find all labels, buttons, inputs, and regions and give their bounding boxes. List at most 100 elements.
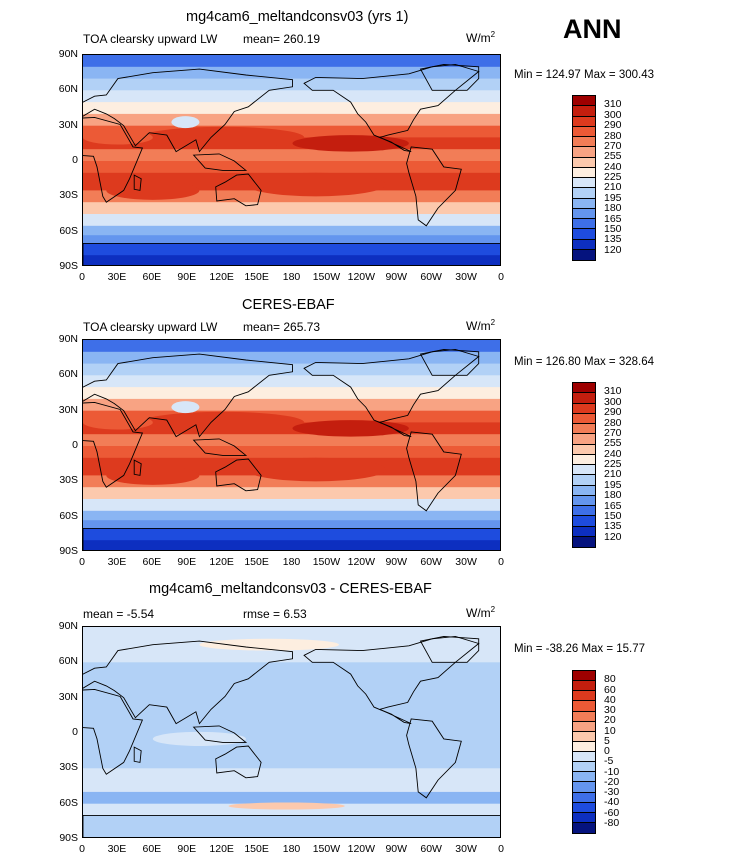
colorbar-swatch <box>573 495 595 506</box>
colorbar-swatch <box>573 772 595 783</box>
colorbar-swatch <box>573 219 595 230</box>
colorbar-swatch <box>573 126 595 137</box>
colorbar-level: -5 <box>604 755 614 768</box>
variable-label: TOA clearsky upward LW <box>83 320 218 334</box>
colorbar-swatch <box>573 167 595 178</box>
colorbar-level: 195 <box>604 191 622 204</box>
colorbar-swatch <box>573 198 595 209</box>
contour-band <box>83 149 500 162</box>
colorbar-swatch <box>573 239 595 250</box>
coastline <box>83 116 144 203</box>
lat-tick-label: 90S <box>59 260 78 272</box>
lon-tick-label: 90W <box>385 271 408 283</box>
contour-band <box>83 214 500 227</box>
lon-tick-label: 60W <box>420 556 442 568</box>
lat-tick-label: 0 <box>72 154 78 166</box>
lat-tick-label: 60N <box>58 655 78 668</box>
colorbar-swatch <box>573 157 595 168</box>
colorbar-level: 270 <box>604 139 622 152</box>
contour-band <box>83 446 500 459</box>
lon-tick-label: 150W <box>312 843 341 855</box>
colorbar-swatch <box>573 403 595 414</box>
coastline <box>133 459 142 476</box>
lat-tick-label: 90N <box>58 48 78 60</box>
lon-tick-label: 0 <box>498 843 504 855</box>
colorbar-level: 120 <box>604 243 622 256</box>
lon-tick-label: 60E <box>142 556 162 568</box>
contour-band <box>83 398 500 412</box>
colorbar-swatch <box>573 188 595 199</box>
colorbar-level: 280 <box>604 129 622 142</box>
contour-band <box>83 102 500 115</box>
colorbar-level: 10 <box>604 724 616 737</box>
colorbar-level: 120 <box>604 530 622 543</box>
coastline <box>215 458 262 492</box>
lon-tick-label: 60W <box>420 843 442 855</box>
colorbar-swatch <box>573 506 595 517</box>
min-max-label: Min = 124.97 Max = 300.43 <box>514 69 655 81</box>
colorbar-level: 225 <box>604 458 622 470</box>
contour-patch <box>83 130 153 145</box>
colorbar-swatch <box>573 147 595 158</box>
colorbar-level: -10 <box>604 765 620 778</box>
coastline <box>192 725 248 743</box>
map-obs <box>82 339 501 551</box>
contour-band <box>83 540 500 550</box>
colorbar <box>572 95 596 261</box>
contour-band <box>83 113 500 127</box>
contour-band <box>83 363 500 376</box>
colorbar-swatch <box>573 413 595 424</box>
coastline <box>83 353 293 438</box>
coastline <box>419 63 480 91</box>
panel-title: mg4cam6_meltandconsv03 - CERES-EBAF <box>149 581 432 597</box>
contour-band <box>83 351 500 365</box>
lon-tick-label: 150E <box>244 556 269 568</box>
lon-tick-label: 30W <box>455 843 477 855</box>
colorbar-level: 135 <box>604 520 622 533</box>
lat-tick-label: 30N <box>58 118 78 131</box>
lat-tick-label: 30S <box>59 474 78 487</box>
colorbar-swatch <box>573 106 595 117</box>
contour-patch <box>171 116 200 129</box>
contour-patch <box>141 411 305 434</box>
colorbar-swatch <box>573 802 595 813</box>
colorbar-level: 150 <box>604 509 622 522</box>
contour-band <box>83 499 500 512</box>
colorbar <box>572 382 596 548</box>
contour-band <box>83 662 500 699</box>
contour-band <box>83 791 500 805</box>
lon-tick-label: 30E <box>107 271 127 283</box>
lat-tick-label: 90N <box>58 620 78 632</box>
map-field <box>83 340 500 550</box>
min-max-label: Min = 126.80 Max = 328.64 <box>514 356 655 368</box>
contour-band <box>83 387 500 400</box>
lon-tick-label: 60E <box>142 271 162 283</box>
lon-tick-label: 0 <box>498 556 504 568</box>
lat-tick-label: 0 <box>72 726 78 738</box>
mean-label: mean= 265.73 <box>243 320 321 334</box>
colorbar-swatch <box>573 444 595 455</box>
colorbar-level: 180 <box>604 202 622 215</box>
colorbar-swatch <box>573 701 595 712</box>
colorbar-level: 150 <box>604 222 622 235</box>
map-field <box>83 55 500 265</box>
lat-tick-label: 30S <box>59 189 78 202</box>
colorbar-swatch <box>573 383 595 394</box>
colorbar-level: 165 <box>604 212 622 225</box>
colorbar-swatch <box>573 792 595 803</box>
colorbar-swatch <box>573 536 595 547</box>
contour-patch <box>106 181 200 200</box>
coastline <box>83 640 293 725</box>
coastline <box>192 153 248 171</box>
panel-title: mg4cam6_meltandconsv03 (yrs 1) <box>186 9 409 25</box>
colorbar-level: 0 <box>604 745 610 757</box>
lon-tick-label: 120E <box>209 556 234 568</box>
coastline <box>83 68 293 153</box>
colorbar-swatch <box>573 731 595 742</box>
colorbar-level: 255 <box>604 150 622 163</box>
colorbar-level: 80 <box>604 673 616 686</box>
colorbar-swatch <box>573 812 595 823</box>
contour-band <box>83 55 500 68</box>
lon-tick-label: 150W <box>312 271 341 283</box>
contour-band <box>83 161 500 174</box>
